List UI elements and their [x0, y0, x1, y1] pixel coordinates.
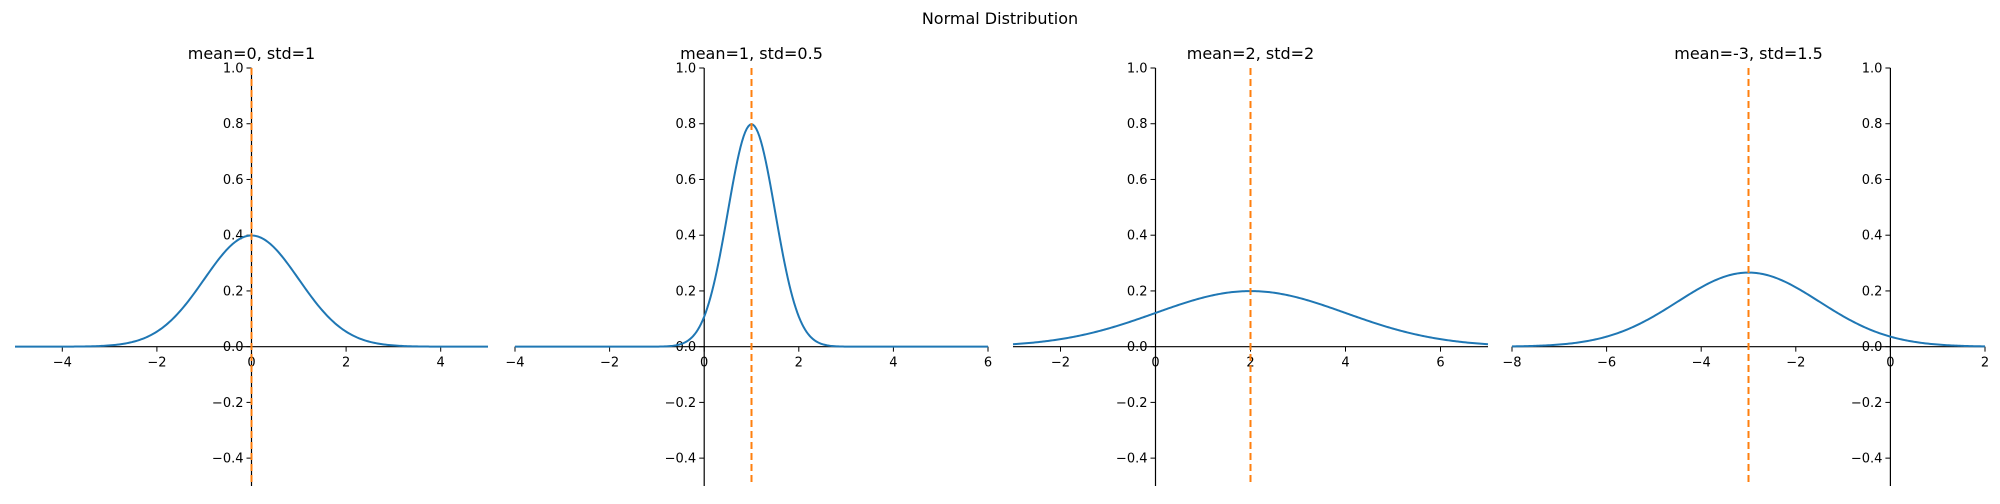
y-tick-label: 1.0 — [223, 62, 244, 77]
x-tick-label: −4 — [1692, 356, 1711, 371]
x-tick-label: 0 — [1151, 356, 1159, 371]
subplot-4: −8 −6 −4 −2 0 2 −0.4 −0.2 0.0 0.2 0.4 0.6 0.8 1.0 mean… — [1502, 44, 1989, 486]
subplot-title: mean=1, std=0.5 — [680, 44, 823, 63]
x-tick-label: −6 — [1597, 356, 1616, 371]
x-tick-label: 0 — [700, 356, 708, 371]
x-tick-label: −2 — [600, 356, 619, 371]
y-tick-label: 1.0 — [1127, 62, 1148, 77]
y-tick-label: 0.2 — [223, 284, 244, 299]
x-tick-label: 4 — [889, 356, 897, 371]
subplot-3: −2 0 2 4 6 −0.4 −0.2 0.0 0.2 0.4 0.6 0.8 1.0 mean=2, … — [1012, 44, 1489, 486]
x-tick-label: 2 — [1246, 356, 1254, 371]
x-tick-label: −4 — [505, 356, 524, 371]
x-tick-label: 2 — [342, 356, 350, 371]
y-tick-label: −0.2 — [1851, 396, 1883, 411]
x-tick-label: 4 — [437, 356, 445, 371]
y-tick-label: 0.0 — [1862, 340, 1883, 355]
y-tick-label: −0.2 — [212, 396, 244, 411]
y-tick-label: 0.0 — [223, 340, 244, 355]
y-tick-label: 0.4 — [1862, 229, 1883, 244]
y-tick-label: 0.8 — [1862, 117, 1883, 132]
y-tick-label: −0.2 — [1116, 396, 1148, 411]
y-tick-label: 0.4 — [223, 229, 244, 244]
x-tick-label: −2 — [1786, 356, 1805, 371]
y-tick-label: 0.6 — [1862, 173, 1883, 188]
x-tick-label: −4 — [53, 356, 72, 371]
y-tick-label: 0.4 — [676, 229, 697, 244]
y-tick-label: 0.8 — [676, 117, 697, 132]
y-tick-label: 0.6 — [1127, 173, 1148, 188]
y-tick-label: 0.6 — [223, 173, 244, 188]
figure-suptitle: Normal Distribution — [922, 9, 1078, 28]
y-tick-label: −0.4 — [665, 452, 697, 467]
x-tick-label: 2 — [795, 356, 803, 371]
x-tick-label: −8 — [1502, 356, 1521, 371]
subplot-title: mean=-3, std=1.5 — [1674, 44, 1823, 63]
subplot-1: −4 −2 0 2 4 −0.4 −0.2 0.0 0.2 0.4 0.6 0.8 1.0mean=0,… — [15, 44, 488, 486]
y-tick-label: 0.8 — [1127, 117, 1148, 132]
x-tick-label: 2 — [1981, 356, 1989, 371]
x-tick-label: 6 — [1436, 356, 1444, 371]
y-tick-label: 0.0 — [1127, 340, 1148, 355]
subplot-title: mean=0, std=1 — [188, 44, 315, 63]
y-tick-label: −0.4 — [1851, 452, 1883, 467]
y-tick-label: −0.4 — [212, 452, 244, 467]
y-tick-label: 0.2 — [1862, 284, 1883, 299]
y-tick-label: 1.0 — [1862, 62, 1883, 77]
y-tick-label: −0.2 — [665, 396, 697, 411]
x-tick-label: 0 — [247, 356, 255, 371]
y-tick-label: 0.2 — [676, 284, 697, 299]
x-tick-label: 0 — [1886, 356, 1894, 371]
y-tick-label: −0.4 — [1116, 452, 1148, 467]
x-tick-label: −2 — [147, 356, 166, 371]
y-tick-label: 0.4 — [1127, 229, 1148, 244]
x-tick-label: 6 — [984, 356, 992, 371]
subplot-title: mean=2, std=2 — [1187, 44, 1314, 63]
y-tick-label: 0.2 — [1127, 284, 1148, 299]
y-tick-label: 0.8 — [223, 117, 244, 132]
x-tick-label: −2 — [1051, 356, 1070, 371]
y-tick-label: 0.6 — [676, 173, 697, 188]
subplot-panels: −4 −2 0 2 4−0.4−0.20.00.20.40.60.81.0mean=0,… — [15, 44, 1989, 486]
x-tick-label: 4 — [1341, 356, 1349, 371]
y-tick-label: 1.0 — [676, 62, 697, 77]
subplot-2: −4 −2 0 2 4 6−0.4−0.20.00.20.40.60.81.0mean=1… — [505, 44, 992, 486]
